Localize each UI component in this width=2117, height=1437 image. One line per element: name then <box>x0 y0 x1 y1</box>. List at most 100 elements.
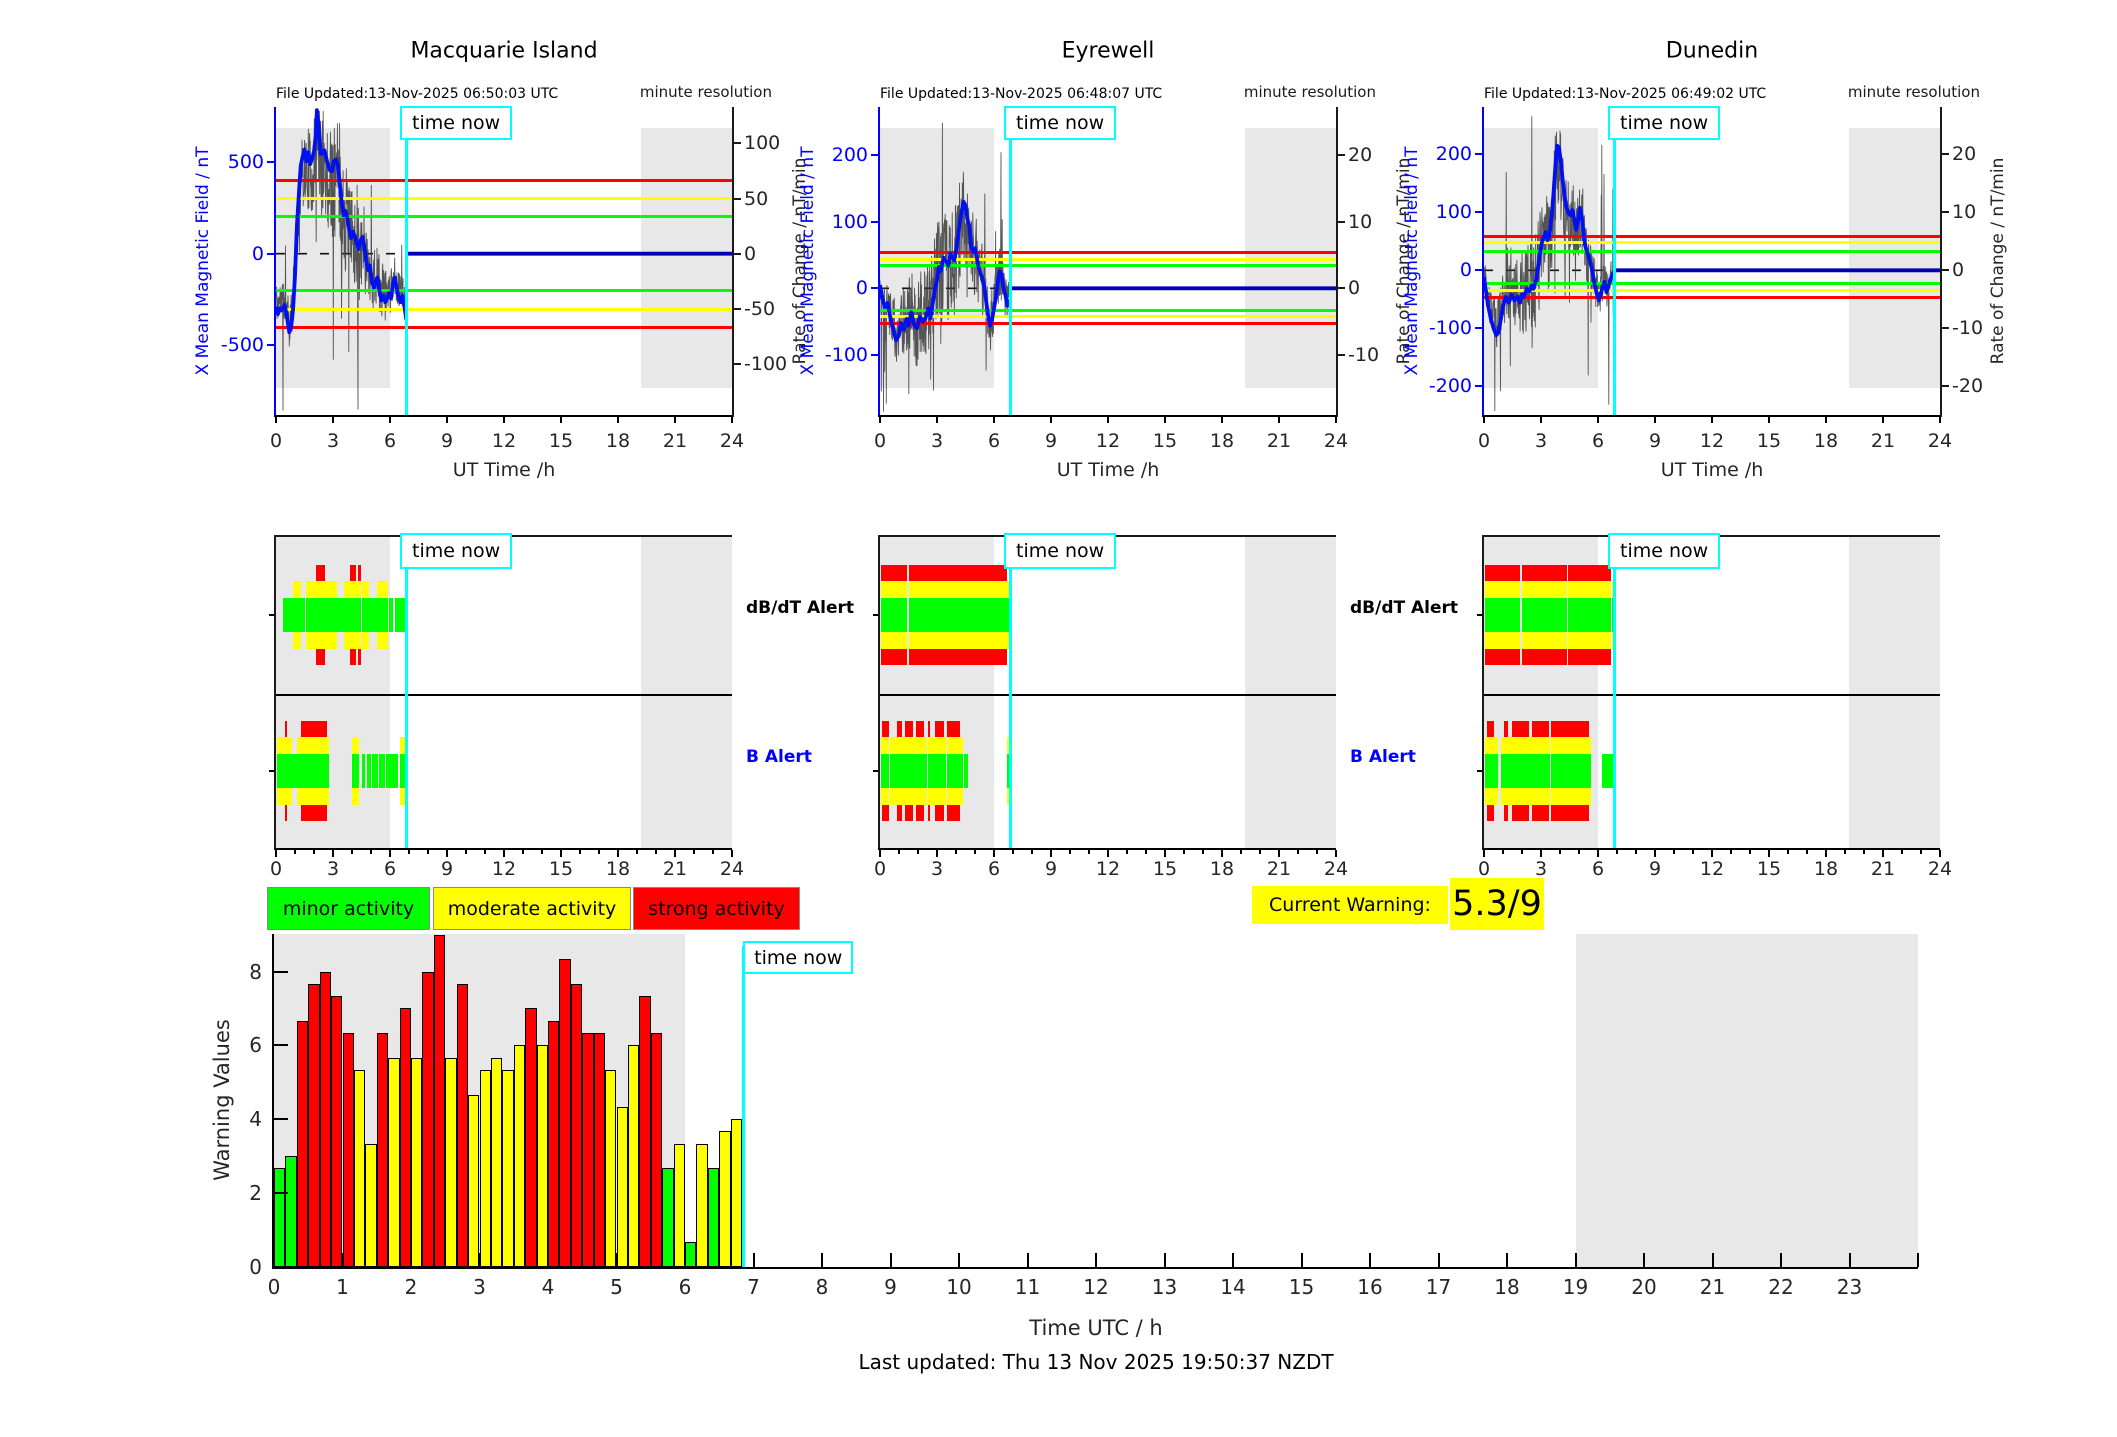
time-now-box: time now <box>743 941 854 974</box>
right-tick <box>734 197 741 200</box>
warning-bar <box>399 1008 411 1267</box>
x-tick-label: 0 <box>269 430 283 452</box>
x-tick <box>1882 417 1884 423</box>
alert-segment-minor <box>1522 598 1567 632</box>
alert-segment-minor <box>889 754 898 788</box>
right-tick-label: -100 <box>744 353 788 376</box>
x-tick-label: 0 <box>269 858 283 880</box>
x-tick <box>1825 417 1827 423</box>
warning-bar <box>445 1057 457 1267</box>
x-tick <box>1164 850 1166 857</box>
x-tick-label: 9 <box>440 858 454 880</box>
time-now-line <box>1008 569 1012 848</box>
alert-segment-minor <box>367 754 371 788</box>
mean-field-curve <box>880 199 1012 343</box>
alert-segment-minor <box>916 754 924 788</box>
x-tick <box>936 850 938 857</box>
x-tick <box>1088 850 1090 854</box>
x-tick-label: 17 <box>1425 1275 1452 1299</box>
lane-tick <box>873 614 878 616</box>
x-tick <box>955 850 957 854</box>
warning-bar <box>582 1033 594 1267</box>
right-tick <box>1338 354 1345 356</box>
station-title: Macquarie Island <box>410 38 598 64</box>
x-tick-label: 15 <box>1288 1275 1315 1299</box>
x-tick <box>275 417 277 423</box>
x-tick <box>1863 850 1865 854</box>
y-axis-spine-right <box>1336 107 1338 417</box>
b-alert-label: B Alert <box>746 747 812 767</box>
right-tick <box>1338 154 1345 156</box>
alert-segment-minor <box>371 754 378 788</box>
legend-moderate-label: moderate activity <box>447 898 617 920</box>
warning-bar <box>685 1242 697 1267</box>
x-tick <box>1692 850 1694 854</box>
station-title: Dunedin <box>1665 38 1759 64</box>
x-tick-label: 9 <box>1648 430 1662 452</box>
warning-bar <box>593 1033 606 1267</box>
warning-bar <box>696 1144 708 1267</box>
threshold-line-red <box>880 321 1336 325</box>
time-now-line <box>741 946 745 1267</box>
alert-segment-minor <box>1507 754 1512 788</box>
x-tick-label: 1 <box>336 1275 349 1299</box>
alert-segment-minor <box>296 754 301 788</box>
alert-segment-minor <box>880 754 883 788</box>
mag-field-axis-label: X Mean Magnetic Field / nT <box>798 146 818 376</box>
threshold-line-green <box>1484 281 1940 285</box>
x-tick <box>465 850 467 854</box>
alert-segment-minor <box>378 754 386 788</box>
time-now-line <box>404 140 408 415</box>
x-tick-label: 15 <box>1756 858 1782 880</box>
x-tick-label: 0 <box>873 430 887 452</box>
alert-x-axis <box>878 848 1336 850</box>
alert-segment-minor <box>901 754 905 788</box>
x-tick <box>1026 1253 1029 1267</box>
x-tick-label: 18 <box>1209 858 1235 880</box>
x-tick-label: 15 <box>548 430 574 452</box>
left-tick <box>1475 153 1482 156</box>
time-now-line <box>404 569 408 848</box>
x-tick <box>1780 1253 1782 1267</box>
warning-bar <box>616 1107 628 1267</box>
x-tick <box>1483 417 1485 423</box>
alert-segment-minor <box>927 754 931 788</box>
x-tick <box>275 850 277 857</box>
right-tick-label: -20 <box>1952 375 1984 398</box>
x-tick-label: 12 <box>1699 858 1725 880</box>
x-tick <box>1012 850 1014 854</box>
left-tick-label: 0 <box>855 277 868 300</box>
x-tick <box>1673 850 1675 854</box>
x-tick-label: 0 <box>1477 430 1491 452</box>
x-tick <box>958 1253 960 1267</box>
x-tick <box>503 417 505 423</box>
alert-segment-minor <box>282 598 294 632</box>
x-tick <box>993 850 995 857</box>
x-tick <box>889 1253 892 1267</box>
x-tick-label: 19 <box>1562 1275 1589 1299</box>
alert-segment-minor <box>904 754 914 788</box>
x-tick-label: 7 <box>747 1275 760 1299</box>
alert-segment-minor <box>284 754 288 788</box>
threshold-line-red <box>276 325 732 329</box>
x-tick-label: 18 <box>605 430 631 452</box>
y-axis-spine-right <box>732 107 734 417</box>
lane-tick <box>269 614 274 616</box>
warning-bar <box>707 1168 720 1267</box>
warning-bar <box>388 1057 400 1267</box>
warning-bar <box>479 1070 491 1267</box>
x-tick <box>1939 417 1941 423</box>
x-tick-label: 18 <box>1209 430 1235 452</box>
y-tick-label: 2 <box>249 1181 262 1206</box>
alert-segment-minor <box>361 598 370 632</box>
x-tick-label: 0 <box>267 1275 281 1299</box>
right-tick <box>1338 220 1345 223</box>
x-tick <box>389 850 391 857</box>
x-tick <box>446 850 448 857</box>
alert-segment-minor <box>350 598 356 632</box>
mean-field-curve <box>276 108 409 335</box>
alert-segment-minor <box>881 754 890 788</box>
x-tick <box>522 850 524 854</box>
x-tick <box>1069 850 1071 854</box>
